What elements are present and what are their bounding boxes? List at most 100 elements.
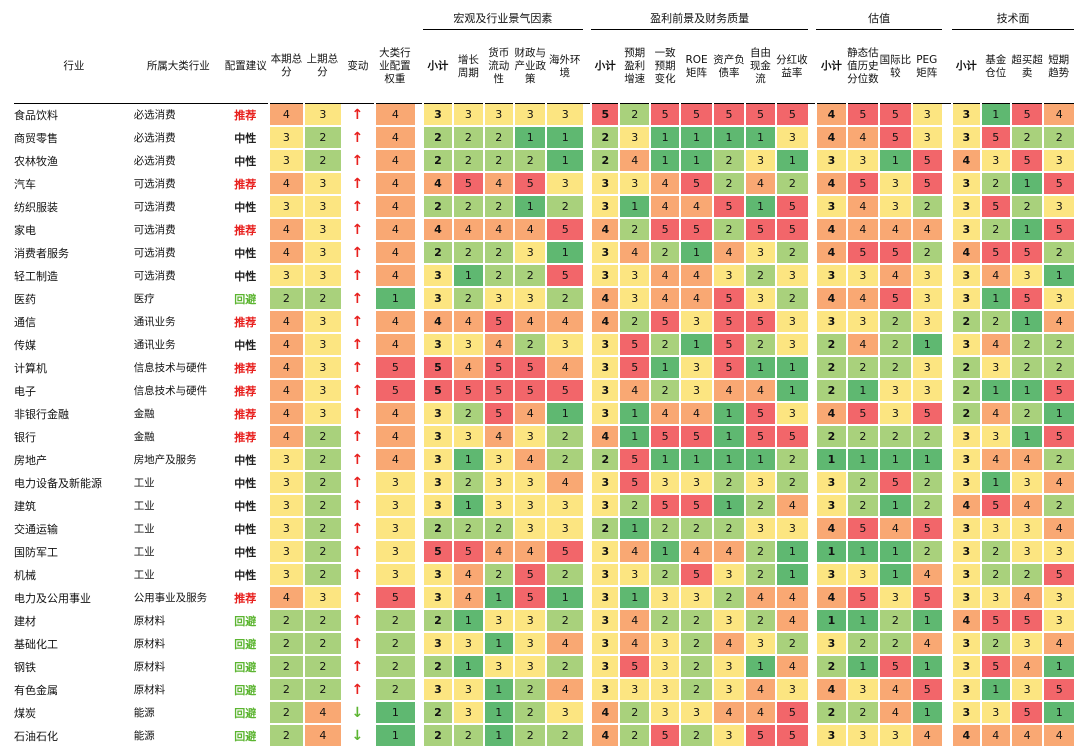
macro-score-cell: 4 — [512, 402, 547, 426]
valuation-score-cell: 3 — [878, 195, 912, 219]
current-score-cell: 4 — [267, 356, 305, 380]
weight-score-cell: 2 — [374, 632, 415, 656]
profit-score-cell: 1 — [774, 379, 809, 403]
macro-score-cell: 5 — [482, 310, 514, 334]
previous-score-cell: 3 — [303, 172, 341, 196]
header-peg: PEG矩阵 — [911, 29, 942, 104]
macro-subtotal-cell: 2 — [421, 195, 454, 219]
profit-score-cell: 3 — [774, 402, 809, 426]
profit-score-cell: 3 — [774, 517, 809, 541]
macro-score-cell: 3 — [482, 494, 514, 518]
recommendation-label: 中性 — [222, 494, 269, 518]
macro-subtotal-cell: 4 — [421, 172, 454, 196]
valuation-subtotal-cell: 4 — [815, 678, 847, 702]
profit-score-cell: 1 — [679, 149, 713, 173]
table-row: 电力及公用事业 公用事业及服务 推荐 4 3 ↑ 5 3 4 1 5 1 3 1 3 3 2 4 4 4 5 3 5 3 3 4 3 — [14, 586, 1074, 610]
profit-subtotal-cell: 2 — [590, 149, 620, 173]
technical-subtotal-cell: 3 — [951, 126, 981, 150]
valuation-subtotal-cell: 2 — [815, 701, 847, 725]
profit-score-cell: 3 — [774, 678, 809, 702]
macro-score-cell: 5 — [512, 563, 547, 587]
recommendation-label: 中性 — [222, 448, 269, 472]
profit-subtotal-cell: 3 — [590, 494, 620, 518]
current-score-cell: 3 — [267, 448, 305, 472]
industry-name: 机械 — [14, 563, 134, 587]
valuation-score-cell: 3 — [910, 103, 942, 127]
technical-subtotal-cell: 3 — [951, 471, 981, 495]
technical-subtotal-cell: 3 — [951, 264, 981, 288]
industry-category: 原材料 — [133, 609, 223, 633]
header-overbuy: 超买超卖 — [1010, 29, 1044, 104]
macro-score-cell: 2 — [452, 517, 484, 541]
valuation-score-cell: 2 — [845, 701, 880, 725]
previous-score-cell: 2 — [303, 609, 341, 633]
macro-score-cell: 1 — [512, 126, 547, 150]
technical-score-cell: 2 — [979, 540, 1011, 564]
macro-score-cell: 4 — [482, 218, 514, 242]
valuation-score-cell: 2 — [878, 609, 912, 633]
recommendation-label: 中性 — [222, 517, 269, 541]
group-valuation: 估值 — [816, 6, 942, 30]
macro-score-cell: 1 — [482, 632, 514, 656]
macro-subtotal-cell: 3 — [421, 632, 454, 656]
profit-score-cell: 2 — [648, 517, 681, 541]
industry-category: 必选消费 — [133, 103, 223, 127]
table-row: 电力设备及新能源 工业 中性 3 2 ↑ 3 3 2 3 3 4 3 5 3 3 2 3 2 3 2 5 2 3 1 3 4 — [14, 471, 1074, 495]
profit-score-cell: 1 — [744, 655, 776, 679]
header-recommend: 配置建议 — [222, 29, 269, 104]
valuation-score-cell: 4 — [878, 701, 912, 725]
technical-subtotal-cell: 3 — [951, 425, 981, 449]
header-industry: 行业 — [14, 29, 134, 104]
previous-score-cell: 3 — [303, 195, 341, 219]
recommendation-label: 推荐 — [222, 310, 269, 334]
profit-score-cell: 2 — [774, 172, 809, 196]
technical-score-cell: 4 — [979, 333, 1011, 357]
technical-score-cell: 3 — [1042, 540, 1074, 564]
previous-score-cell: 3 — [303, 356, 341, 380]
valuation-score-cell: 4 — [845, 218, 880, 242]
profit-score-cell: 1 — [774, 149, 809, 173]
valuation-score-cell: 1 — [910, 333, 942, 357]
previous-score-cell: 2 — [303, 563, 341, 587]
current-score-cell: 2 — [267, 655, 305, 679]
industry-category: 工业 — [133, 540, 223, 564]
valuation-score-cell: 4 — [878, 517, 912, 541]
valuation-score-cell: 2 — [878, 425, 912, 449]
macro-subtotal-cell: 5 — [421, 540, 454, 564]
weight-score-cell: 4 — [374, 402, 415, 426]
industry-category: 公用事业及服务 — [133, 586, 223, 610]
valuation-score-cell: 1 — [878, 563, 912, 587]
macro-score-cell: 3 — [452, 632, 484, 656]
profit-score-cell: 2 — [774, 287, 809, 311]
valuation-score-cell: 4 — [910, 632, 942, 656]
current-score-cell: 3 — [267, 264, 305, 288]
previous-score-cell: 2 — [303, 287, 341, 311]
table-row: 钢铁 原材料 回避 2 2 ↑ 2 2 1 3 3 2 3 5 3 2 3 1 4 2 1 5 1 3 5 4 1 — [14, 655, 1074, 679]
table-row: 家电 可选消费 推荐 4 3 ↑ 4 4 4 4 4 5 4 2 5 5 2 5 5 4 4 4 4 3 2 1 5 — [14, 218, 1074, 242]
technical-subtotal-cell: 4 — [951, 241, 981, 265]
valuation-score-cell: 2 — [910, 494, 942, 518]
current-score-cell: 4 — [267, 333, 305, 357]
technical-score-cell: 5 — [1009, 149, 1044, 173]
technical-score-cell: 2 — [979, 310, 1011, 334]
macro-subtotal-cell: 4 — [421, 218, 454, 242]
valuation-subtotal-cell: 4 — [815, 103, 847, 127]
macro-score-cell: 3 — [452, 678, 484, 702]
profit-score-cell: 3 — [618, 126, 650, 150]
technical-subtotal-cell: 2 — [951, 379, 981, 403]
table-row: 电子 信息技术与硬件 推荐 4 3 ↑ 5 5 5 5 5 5 3 4 2 3 4 4 1 2 1 3 3 2 1 1 5 — [14, 379, 1074, 403]
technical-score-cell: 5 — [1009, 103, 1044, 127]
current-score-cell: 3 — [267, 540, 305, 564]
recommendation-label: 中性 — [222, 241, 269, 265]
valuation-score-cell: 3 — [910, 356, 942, 380]
profit-score-cell: 2 — [711, 471, 746, 495]
profit-score-cell: 4 — [618, 632, 650, 656]
arrow-up-icon: ↑ — [340, 402, 376, 426]
profit-score-cell: 5 — [648, 494, 681, 518]
technical-subtotal-cell: 3 — [951, 563, 981, 587]
current-score-cell: 3 — [267, 126, 305, 150]
profit-score-cell: 4 — [774, 655, 809, 679]
profit-score-cell: 5 — [618, 333, 650, 357]
macro-score-cell: 3 — [512, 103, 547, 127]
macro-score-cell: 3 — [482, 655, 514, 679]
